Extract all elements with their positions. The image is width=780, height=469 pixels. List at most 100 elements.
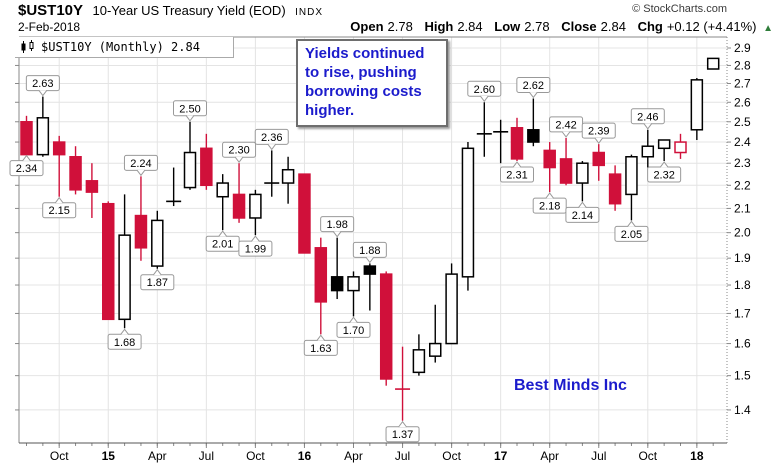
open-value: 2.78 bbox=[387, 19, 413, 34]
svg-text:2.34: 2.34 bbox=[16, 163, 37, 175]
price-callout-2.14: 2.14 bbox=[565, 201, 600, 223]
candles bbox=[20, 57, 720, 421]
svg-text:2.30: 2.30 bbox=[228, 145, 249, 157]
candle-Feb-2018 bbox=[706, 57, 720, 70]
price-callout-1.68: 1.68 bbox=[107, 328, 142, 350]
candle-Mar-2015 bbox=[134, 176, 148, 261]
svg-text:Jul: Jul bbox=[591, 449, 606, 463]
price-callout-2.39: 2.39 bbox=[581, 122, 616, 144]
price-callout-1.70: 1.70 bbox=[336, 316, 371, 338]
price-callout-1.37: 1.37 bbox=[385, 420, 420, 443]
candle-Jan-2016 bbox=[298, 173, 311, 254]
svg-text:2.9: 2.9 bbox=[734, 41, 751, 55]
svg-text:2.7: 2.7 bbox=[734, 77, 751, 91]
svg-text:2.2: 2.2 bbox=[734, 178, 751, 192]
svg-text:1.68: 1.68 bbox=[114, 337, 135, 349]
candle-Dec-2016 bbox=[476, 102, 492, 157]
candle-Nov-2015 bbox=[264, 150, 280, 197]
open-label: Open bbox=[350, 19, 384, 34]
annotation-line: Yields continued bbox=[305, 45, 425, 62]
svg-text:Oct: Oct bbox=[638, 449, 657, 463]
svg-text:Apr: Apr bbox=[344, 449, 363, 463]
candle-Jan-2015 bbox=[102, 201, 115, 321]
high-label: High bbox=[424, 19, 454, 34]
price-callout-1.87: 1.87 bbox=[140, 268, 175, 291]
candle-Jan-2017 bbox=[493, 119, 509, 164]
svg-text:1.5: 1.5 bbox=[734, 369, 751, 383]
legend-label: $UST10Y (Monthly) 2.84 bbox=[41, 40, 200, 54]
price-callout-2.18: 2.18 bbox=[532, 192, 567, 214]
price-callout-2.36: 2.36 bbox=[254, 128, 289, 151]
page-title: 10-Year US Treasury Yield (EOD) bbox=[92, 3, 286, 18]
svg-text:2.32: 2.32 bbox=[653, 170, 674, 182]
annotation-box: Yields continued to rise, pushing borrow… bbox=[296, 39, 448, 127]
price-callout-1.88: 1.88 bbox=[352, 241, 387, 264]
svg-text:17: 17 bbox=[494, 449, 508, 463]
ohlc-readout: Open 2.78 High 2.84 Low 2.78 Close 2.84 Chg +… bbox=[350, 19, 773, 34]
candle-Aug-2015 bbox=[216, 174, 229, 231]
price-callout-2.42: 2.42 bbox=[549, 116, 584, 138]
candle-Oct-2016 bbox=[445, 263, 458, 345]
svg-text:2.50: 2.50 bbox=[179, 103, 200, 115]
price-callout-1.63: 1.63 bbox=[303, 334, 338, 356]
candle-Dec-2014 bbox=[85, 163, 99, 218]
price-callout-2.46: 2.46 bbox=[630, 108, 665, 130]
candle-Aug-2017 bbox=[608, 165, 622, 211]
svg-text:15: 15 bbox=[102, 449, 116, 463]
svg-text:2.5: 2.5 bbox=[734, 115, 751, 129]
price-callout-2.32: 2.32 bbox=[647, 161, 682, 183]
svg-text:1.87: 1.87 bbox=[147, 277, 168, 289]
chart-date: 2-Feb-2018 bbox=[18, 20, 81, 34]
candle-Nov-2014 bbox=[69, 146, 82, 195]
svg-text:2.63: 2.63 bbox=[32, 78, 53, 90]
annotation-line: to rise, pushing bbox=[305, 64, 417, 81]
candle-Sep-2017 bbox=[625, 154, 638, 221]
svg-text:1.37: 1.37 bbox=[392, 429, 413, 441]
candle-May-2016 bbox=[363, 263, 377, 311]
candle-Sep-2016 bbox=[429, 304, 442, 363]
candle-May-2017 bbox=[559, 137, 573, 186]
svg-text:2.8: 2.8 bbox=[734, 58, 751, 72]
candle-Apr-2015 bbox=[151, 210, 164, 269]
svg-text:1.98: 1.98 bbox=[326, 219, 347, 231]
candle-Oct-2017 bbox=[641, 129, 655, 168]
svg-text:2.18: 2.18 bbox=[539, 201, 560, 213]
svg-text:1.99: 1.99 bbox=[245, 244, 266, 256]
svg-text:Oct: Oct bbox=[442, 449, 461, 463]
svg-text:Oct: Oct bbox=[50, 449, 69, 463]
candle-Mar-2017 bbox=[527, 98, 540, 147]
price-callout-2.01: 2.01 bbox=[205, 230, 240, 252]
candle-Aug-2016 bbox=[412, 334, 426, 376]
price-callout-2.30: 2.30 bbox=[222, 141, 257, 164]
svg-text:2.6: 2.6 bbox=[734, 95, 751, 109]
candle-May-2015 bbox=[166, 167, 182, 207]
price-callout-2.34: 2.34 bbox=[9, 154, 44, 177]
candle-Feb-2017 bbox=[510, 117, 524, 162]
svg-text:2.42: 2.42 bbox=[555, 119, 576, 131]
candle-Jun-2015 bbox=[183, 121, 197, 190]
chart-legend: $UST10Y (Monthly) 2.84 bbox=[15, 37, 234, 58]
svg-text:Jul: Jul bbox=[395, 449, 410, 463]
chg-label: Chg bbox=[637, 19, 663, 34]
annotation-line: borrowing costs bbox=[305, 83, 422, 100]
svg-text:1.6: 1.6 bbox=[734, 337, 751, 351]
close-label: Close bbox=[561, 19, 597, 34]
copyright-text: © StockCharts.com bbox=[632, 3, 727, 15]
candle-Sep-2015 bbox=[232, 163, 246, 223]
candle-Jan-2018 bbox=[690, 78, 704, 140]
candle-Apr-2017 bbox=[543, 142, 556, 193]
price-callout-2.05: 2.05 bbox=[614, 220, 649, 242]
up-arrow-icon: ▲ bbox=[763, 23, 773, 34]
svg-text:1.8: 1.8 bbox=[734, 278, 751, 292]
candle-Apr-2016 bbox=[347, 271, 360, 317]
svg-text:1.70: 1.70 bbox=[343, 325, 364, 337]
price-callout-2.50: 2.50 bbox=[173, 100, 207, 122]
low-label: Low bbox=[494, 19, 521, 34]
close-value: 2.84 bbox=[600, 19, 626, 34]
candlestick-icon bbox=[21, 40, 34, 53]
svg-text:18: 18 bbox=[690, 449, 704, 463]
exchange-label: INDX bbox=[295, 7, 324, 18]
candle-Jul-2016 bbox=[395, 346, 411, 421]
svg-text:2.0: 2.0 bbox=[734, 226, 751, 240]
